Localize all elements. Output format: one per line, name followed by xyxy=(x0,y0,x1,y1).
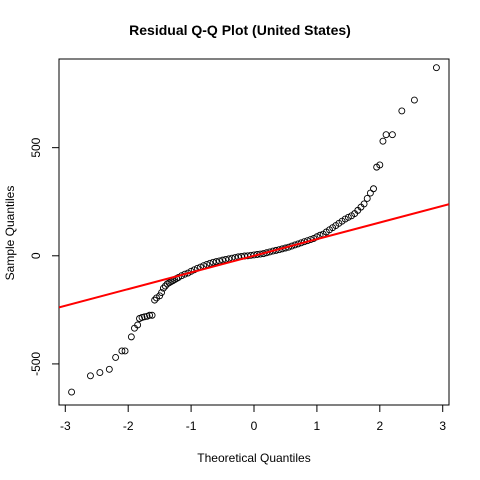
data-point xyxy=(165,279,173,287)
y-axis: -500 0 500 xyxy=(29,137,60,376)
data-point xyxy=(158,289,165,296)
data-point xyxy=(127,333,135,341)
data-point xyxy=(376,161,384,169)
data-point xyxy=(360,200,368,208)
x-tick-label: 3 xyxy=(439,419,446,433)
data-point xyxy=(105,365,113,373)
data-point xyxy=(363,195,371,202)
data-point xyxy=(68,388,76,396)
data-point xyxy=(112,353,120,361)
x-axis-label: Theoretical Quantiles xyxy=(197,451,311,465)
x-tick-label: 2 xyxy=(376,419,383,433)
data-point xyxy=(121,347,129,355)
data-point xyxy=(87,372,94,380)
reference-line-group xyxy=(59,203,449,309)
chart-title: Residual Q-Q Plot (United States) xyxy=(129,22,351,38)
plot-frame xyxy=(58,58,450,406)
x-tick-label: 0 xyxy=(251,419,258,433)
x-tick-label: -3 xyxy=(60,419,71,433)
x-axis: -3 -2 -1 0 1 2 3 xyxy=(60,404,446,433)
x-tick-label: -2 xyxy=(123,419,134,433)
y-tick-label: -500 xyxy=(29,352,43,376)
y-tick-label: 500 xyxy=(29,137,43,157)
data-point xyxy=(141,313,148,321)
data-point xyxy=(159,284,167,292)
x-tick-label: -1 xyxy=(186,419,197,433)
y-axis-label: Sample Quantiles xyxy=(3,185,17,281)
data-point xyxy=(209,258,217,266)
data-point xyxy=(366,189,374,197)
data-point xyxy=(148,311,156,319)
data-point xyxy=(344,213,352,221)
data-point xyxy=(146,311,154,319)
data-point xyxy=(134,321,142,329)
data-point xyxy=(206,259,214,267)
data-point xyxy=(96,369,104,377)
data-point xyxy=(151,296,159,304)
data-point xyxy=(118,347,126,355)
x-tick-label: 1 xyxy=(314,419,321,433)
data-point xyxy=(398,107,406,115)
data-point xyxy=(212,258,220,266)
data-point xyxy=(432,64,440,72)
qq-reference-line xyxy=(59,203,449,309)
y-tick-label: 0 xyxy=(29,252,43,259)
data-point xyxy=(379,137,387,145)
data-point xyxy=(388,131,396,139)
sample-points xyxy=(68,64,440,396)
data-point xyxy=(410,96,418,104)
data-point xyxy=(163,280,171,288)
data-point xyxy=(382,131,390,139)
data-point xyxy=(370,185,377,193)
